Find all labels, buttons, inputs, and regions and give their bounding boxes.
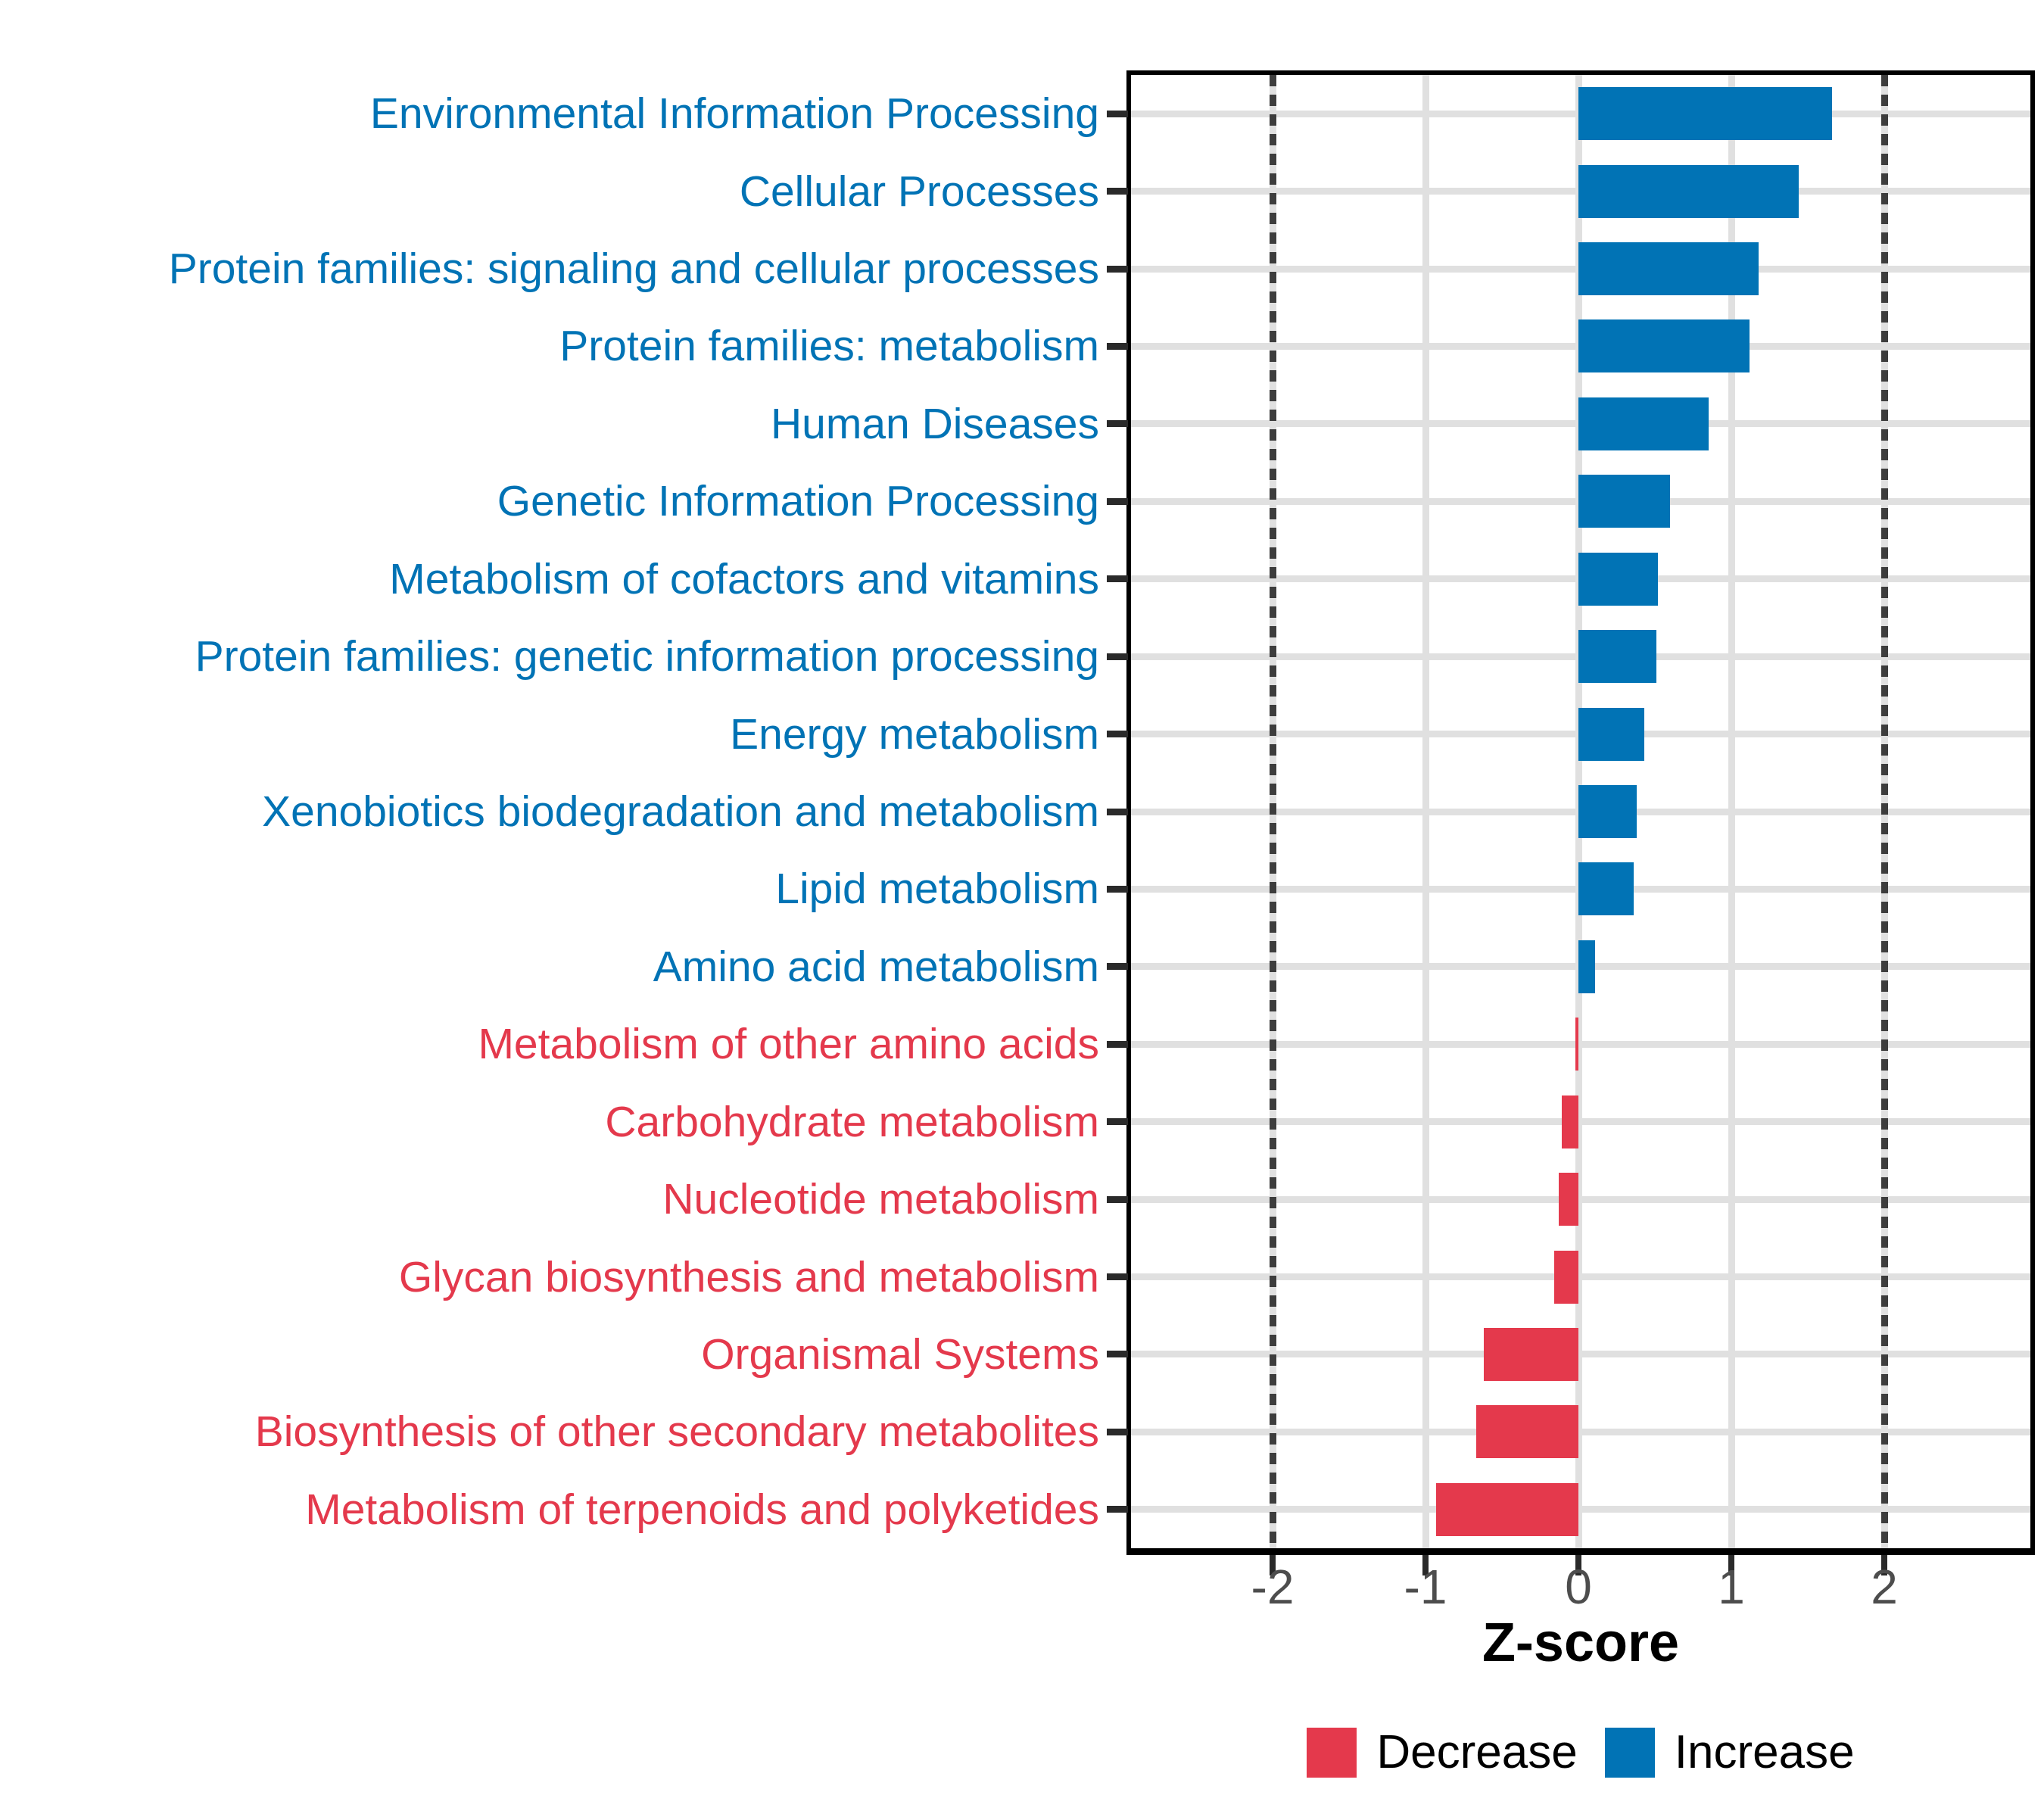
y-tick <box>1107 808 1128 815</box>
bar <box>1578 475 1671 528</box>
y-tick <box>1107 420 1128 428</box>
reference-line-dotted <box>1269 75 1276 1548</box>
bar <box>1575 1018 1578 1071</box>
y-tick <box>1107 110 1128 117</box>
y-tick <box>1107 653 1128 660</box>
plot-area <box>1131 75 2030 1548</box>
bar <box>1475 1405 1578 1459</box>
y-axis-label: Organismal Systems <box>701 1329 1099 1379</box>
x-tick-label: -2 <box>1251 1560 1295 1614</box>
y-tick <box>1107 885 1128 893</box>
x-tick <box>1422 1555 1429 1575</box>
y-tick <box>1107 1040 1128 1048</box>
x-tick-label: -1 <box>1404 1560 1447 1614</box>
y-tick <box>1107 1506 1128 1513</box>
y-axis-label: Metabolism of other amino acids <box>478 1020 1099 1069</box>
y-tick <box>1107 1273 1128 1281</box>
legend: Decrease Increase <box>1126 1726 2035 1779</box>
y-axis-label: Lipid metabolism <box>775 865 1099 914</box>
y-axis-label: Amino acid metabolism <box>653 942 1099 991</box>
legend-item: Increase <box>1604 1726 1855 1779</box>
y-tick <box>1107 575 1128 583</box>
bar <box>1578 552 1659 606</box>
plot-panel <box>1126 70 2035 1555</box>
legend-label: Increase <box>1674 1726 1855 1778</box>
y-axis-label: Xenobiotics biodegradation and metabolis… <box>262 787 1099 836</box>
x-tick <box>1881 1555 1887 1575</box>
reference-line-dotted <box>1880 75 1888 1548</box>
x-tick-label: 1 <box>1718 1560 1745 1614</box>
bar <box>1561 1095 1578 1148</box>
y-tick <box>1107 1195 1128 1203</box>
y-axis-label: Metabolism of cofactors and vitamins <box>389 554 1099 603</box>
y-tick <box>1107 963 1128 971</box>
y-axis-label: Protein families: metabolism <box>559 322 1099 371</box>
x-tick <box>1575 1555 1581 1575</box>
y-tick <box>1107 1428 1128 1435</box>
y-tick <box>1107 1351 1128 1358</box>
y-axis-label: Genetic Information Processing <box>497 477 1099 526</box>
bar <box>1578 707 1644 761</box>
bar <box>1578 87 1833 141</box>
y-axis-label: Glycan biosynthesis and metabolism <box>398 1252 1099 1301</box>
y-tick <box>1107 497 1128 505</box>
y-axis-labels: Environmental Information Processing Cell… <box>0 75 1104 1548</box>
y-tick <box>1107 1118 1128 1126</box>
y-axis-label: Human Diseases <box>770 399 1099 448</box>
y-axis-label: Biosynthesis of other secondary metaboli… <box>254 1407 1099 1457</box>
y-axis-label: Protein families: signaling and cellular… <box>168 245 1099 294</box>
y-axis-label: Protein families: genetic information pr… <box>195 632 1099 681</box>
bar <box>1558 1173 1578 1226</box>
bar <box>1553 1250 1578 1304</box>
legend-item: Decrease <box>1307 1726 1578 1779</box>
bar <box>1483 1327 1578 1381</box>
y-axis-label: Nucleotide metabolism <box>662 1175 1099 1224</box>
legend-swatch-decrease-icon <box>1307 1728 1357 1778</box>
bar <box>1578 940 1596 993</box>
bar <box>1578 397 1709 450</box>
x-tick-label: 2 <box>1871 1560 1898 1614</box>
y-axis-label: Cellular Processes <box>739 167 1099 216</box>
y-tick <box>1107 342 1128 350</box>
bar <box>1578 164 1799 218</box>
bar <box>1578 242 1759 296</box>
gridline-v <box>1422 75 1429 1548</box>
bar <box>1578 630 1657 684</box>
y-axis-label: Carbohydrate metabolism <box>605 1097 1099 1146</box>
gridline-v <box>1728 75 1735 1548</box>
y-axis-label: Metabolism of terpenoids and polyketides <box>305 1485 1099 1534</box>
legend-label: Decrease <box>1376 1726 1578 1778</box>
x-tick-label: 0 <box>1565 1560 1592 1614</box>
x-tick <box>1270 1555 1276 1575</box>
y-tick <box>1107 188 1128 195</box>
x-tick <box>1728 1555 1734 1575</box>
y-tick <box>1107 265 1128 273</box>
y-axis-label: Energy metabolism <box>730 709 1099 759</box>
legend-swatch-increase-icon <box>1604 1728 1655 1778</box>
bar <box>1578 785 1637 838</box>
y-tick <box>1107 731 1128 738</box>
bar <box>1578 319 1750 373</box>
y-axis-label: Environmental Information Processing <box>369 89 1099 139</box>
bar <box>1578 862 1634 916</box>
bar <box>1436 1482 1578 1536</box>
x-axis-title: Z-score <box>1482 1613 1680 1673</box>
